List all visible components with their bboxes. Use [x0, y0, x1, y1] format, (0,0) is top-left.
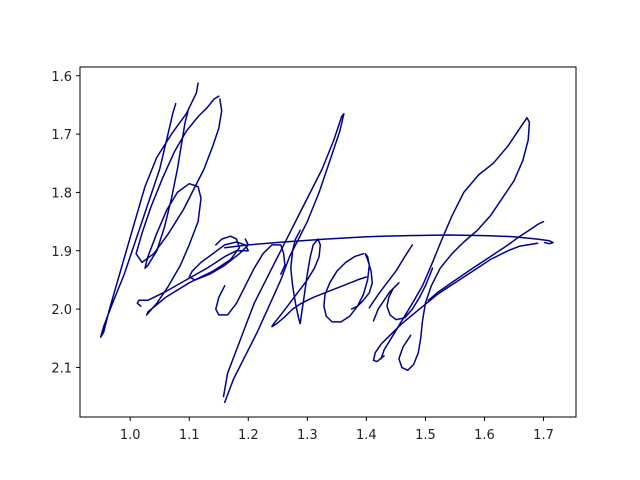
y-tick-label: 2.0 [51, 303, 72, 318]
series-0-stroke-3 [136, 238, 250, 307]
series-0-stroke-1 [144, 109, 241, 316]
x-tick-label: 1.7 [533, 428, 554, 443]
series-0-stroke-4 [215, 244, 286, 316]
series-0-stroke-13 [427, 220, 545, 302]
series-0-stroke-12 [372, 242, 539, 363]
x-tick-label: 1.0 [120, 428, 141, 443]
series-0-stroke-7 [323, 252, 374, 323]
x-axis: 1.0 1.1 1.2 1.3 1.4 1.5 1.6 1.7 [120, 417, 554, 443]
plot-area [99, 82, 554, 404]
series-0-stroke-2 [135, 95, 223, 264]
x-tick-label: 1.4 [356, 428, 377, 443]
y-tick-label: 1.9 [51, 245, 72, 260]
x-tick-label: 1.1 [179, 428, 200, 443]
y-tick-label: 2.1 [51, 361, 72, 376]
x-tick-label: 1.2 [238, 428, 259, 443]
series-0-stroke-9 [368, 244, 414, 309]
series-0-stroke-6 [271, 229, 368, 328]
x-tick-label: 1.6 [474, 428, 495, 443]
y-tick-label: 1.6 [51, 70, 72, 85]
y-tick-label: 1.7 [51, 128, 72, 143]
y-axis: 1.6 1.7 1.8 1.9 2.0 2.1 [51, 70, 80, 376]
x-tick-label: 1.5 [415, 428, 436, 443]
y-tick-label: 1.8 [51, 186, 72, 201]
series-0-stroke-0 [99, 82, 199, 338]
axes-frame [79, 66, 577, 418]
x-tick-label: 1.3 [297, 428, 318, 443]
series-0-stroke-11 [223, 234, 554, 249]
series-0-stroke-5 [222, 112, 345, 404]
series-0-stroke-10 [380, 116, 531, 372]
series-0-stroke-8 [372, 267, 434, 322]
